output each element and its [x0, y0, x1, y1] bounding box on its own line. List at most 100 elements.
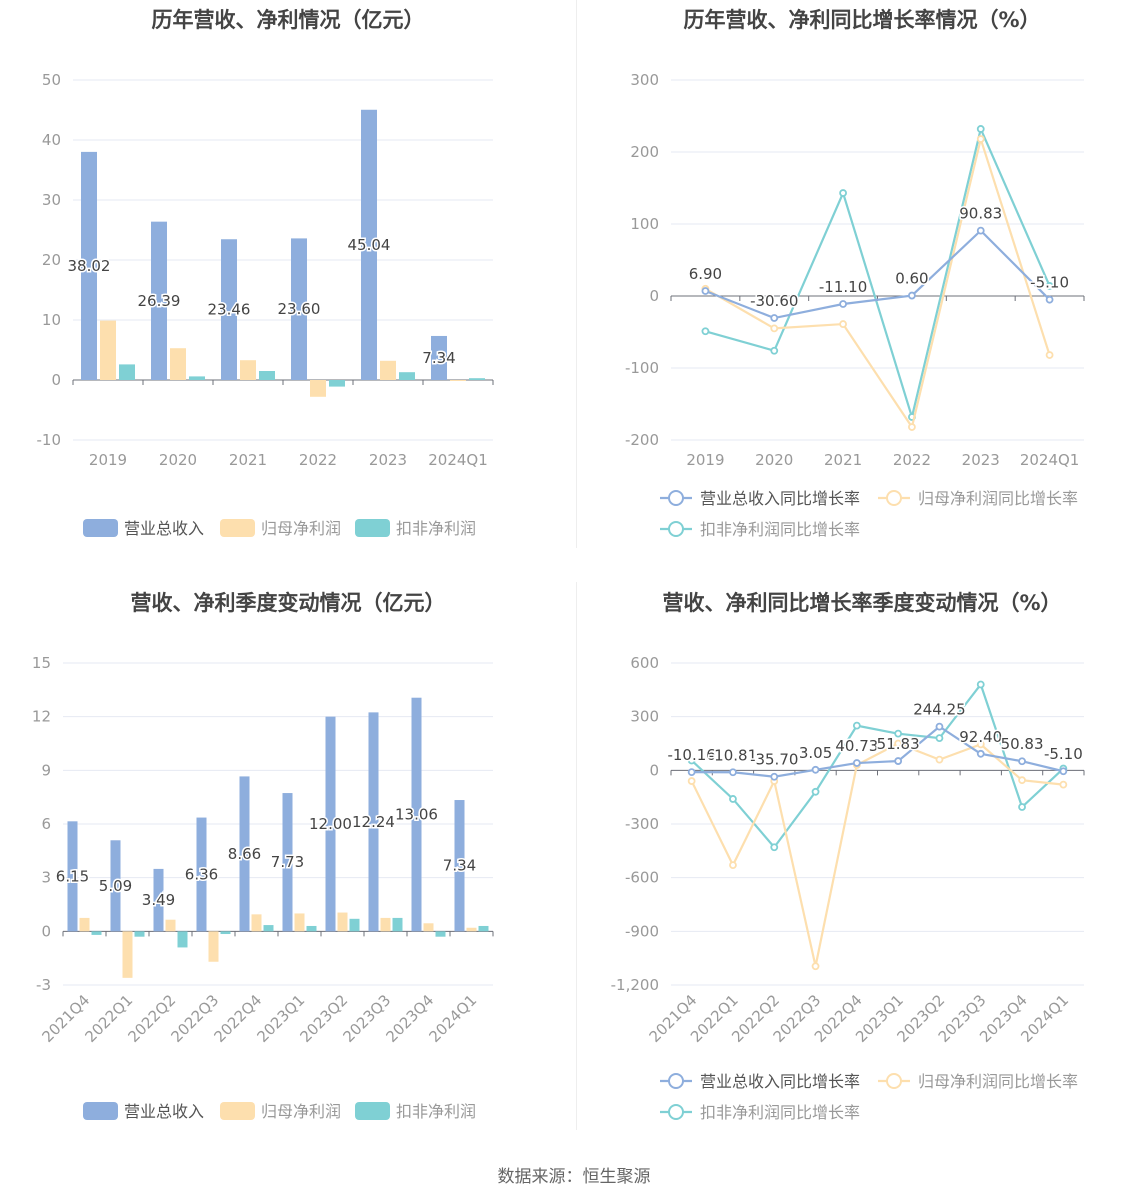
- annual-growth-rate-chart: 历年营收、净利同比增长率情况（%） 300 200 100 0 -100 -200 2019…: [576, 0, 1148, 560]
- data-point: [852, 721, 861, 730]
- y-tick-label: 0: [41, 922, 51, 940]
- bar: [151, 221, 167, 380]
- data-label: 8.66: [228, 845, 261, 863]
- y-tick-label: 30: [42, 191, 61, 209]
- data-label: -5.10: [1044, 745, 1083, 763]
- y-tick-label: 40: [42, 131, 61, 149]
- legend-marker: [886, 1073, 902, 1089]
- y-tick-label: 20: [42, 251, 61, 269]
- legend-label: 营业总收入: [124, 519, 204, 538]
- data-label: -10.81: [709, 746, 757, 764]
- data-label: -30.60: [750, 292, 798, 310]
- x-tick-label: 2023: [369, 451, 407, 469]
- bar: [411, 697, 422, 932]
- legend-swatch: [220, 519, 255, 537]
- data-label: 244.25: [913, 701, 966, 719]
- data-point: [935, 722, 944, 731]
- y-tick-label: -10: [37, 431, 62, 449]
- x-tick-label: 2022: [299, 451, 337, 469]
- legend-label: 扣非净利润同比增长率: [700, 520, 860, 539]
- bar: [177, 931, 188, 948]
- bar: [100, 320, 116, 380]
- data-point: [908, 423, 916, 431]
- bar: [240, 360, 256, 380]
- bar: [239, 776, 250, 932]
- data-label: 51.83: [877, 735, 920, 753]
- data-label: 40.73: [835, 737, 878, 755]
- y-tick-label: -200: [625, 431, 659, 449]
- data-point: [811, 765, 820, 774]
- data-label: 23.60: [278, 300, 321, 318]
- legend-swatch: [220, 1102, 255, 1120]
- bar: [259, 371, 275, 380]
- y-tick-label: 200: [630, 143, 659, 161]
- bar: [251, 914, 262, 932]
- chart-svg: 300 200 100 0 -100 -200 2019 2020 2021 2022 2023 20…: [625, 71, 1085, 539]
- legend-swatch: [355, 519, 390, 537]
- legend-marker: [886, 490, 902, 506]
- data-point: [770, 346, 779, 355]
- bar: [67, 821, 78, 932]
- y-tick-label: -600: [625, 869, 659, 887]
- y-tick-label: 6: [41, 815, 51, 833]
- legend-label: 归母净利润: [261, 1102, 341, 1121]
- x-tick-label: 2023: [962, 451, 1000, 469]
- legend-marker: [668, 1104, 684, 1120]
- data-point: [839, 189, 847, 197]
- y-tick-label: 9: [41, 761, 51, 779]
- data-point: [839, 300, 847, 308]
- bar: [153, 868, 164, 932]
- bar: [189, 376, 205, 380]
- legend-label: 营业总收入同比增长率: [700, 489, 860, 508]
- data-point: [976, 125, 985, 133]
- y-tick-label: -900: [625, 922, 659, 940]
- series-line: [705, 125, 1051, 422]
- data-point: [908, 291, 916, 300]
- column-divider: [576, 0, 577, 548]
- y-tick-label: 3: [41, 869, 51, 887]
- bar: [220, 931, 231, 935]
- x-tick-label: 2021: [824, 451, 862, 469]
- bar: [263, 925, 274, 932]
- x-tick-label: 2020: [755, 451, 793, 469]
- quarterly-growth-rate-chart: 营收、净利同比增长率季度变动情况（%） 600 300 0 -300 -600 -900 -…: [576, 583, 1148, 1153]
- chart-svg: 6003000-300-600-900-1,2002021Q42022Q1202…: [611, 654, 1085, 1122]
- data-label: 23.46: [208, 301, 251, 319]
- bar: [134, 931, 145, 937]
- data-label: 38.02: [68, 257, 111, 275]
- data-point: [729, 768, 737, 777]
- legend-label: 扣非净利润: [396, 519, 476, 538]
- bar: [122, 931, 133, 978]
- bar: [469, 378, 485, 380]
- legend-label: 扣非净利润同比增长率: [700, 1103, 860, 1122]
- y-tick-label: 600: [630, 654, 659, 672]
- bar: [282, 793, 293, 932]
- y-tick-label: -3: [36, 976, 51, 994]
- data-point: [701, 287, 710, 295]
- bar: [450, 380, 466, 381]
- data-point: [1018, 803, 1026, 811]
- data-label: 6.36: [185, 865, 218, 883]
- chart-title: 历年营收、净利情况（亿元）: [151, 8, 425, 32]
- bar: [337, 912, 348, 932]
- bar: [291, 238, 307, 380]
- bar: [361, 109, 377, 380]
- data-point: [852, 759, 861, 767]
- y-tick-label: 15: [32, 654, 51, 672]
- bar: [399, 372, 415, 380]
- data-point: [687, 768, 696, 777]
- bar: [165, 919, 176, 932]
- legend-label: 归母净利润: [261, 519, 341, 538]
- data-point: [935, 755, 944, 764]
- data-point: [1045, 295, 1054, 304]
- chart-svg: 50 40 30 20 10 0 -10 2019 2020 2021 2022 2023 2024Q1…: [37, 71, 494, 538]
- series-line: [690, 682, 1065, 850]
- quarterly-revenue-profit-chart: 营收、净利季度变动情况（亿元） 15 12 9 6 3 0 -3 2021Q4 2022Q1 20…: [0, 583, 576, 1153]
- y-tick-label: 100: [630, 215, 659, 233]
- data-point: [976, 680, 985, 689]
- column-divider: [576, 582, 577, 1130]
- data-point: [935, 734, 944, 743]
- chart-svg: 15129630-32021Q42022Q12022Q22022Q32022Q4…: [32, 654, 494, 1121]
- data-label: 6.90: [689, 265, 722, 283]
